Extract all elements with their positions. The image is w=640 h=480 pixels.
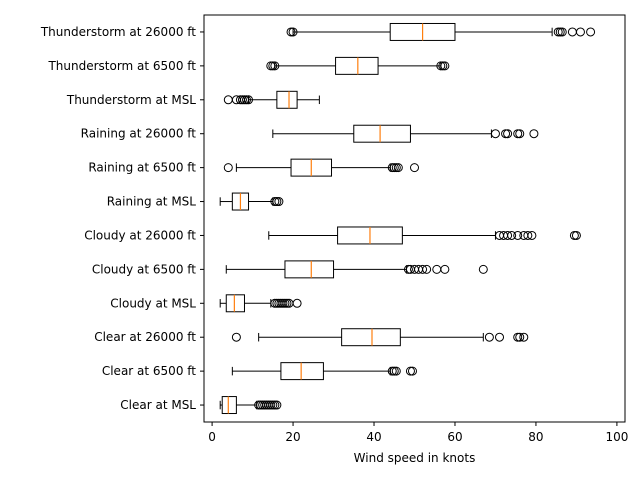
flier-point <box>440 61 450 71</box>
box <box>353 124 411 143</box>
flier-point <box>501 129 511 139</box>
flier-point <box>557 27 567 37</box>
box-group <box>272 124 539 143</box>
y-tick-label: Thunderstorm at 6500 ft <box>47 59 196 73</box>
y-tick-label: Clear at MSL <box>120 398 196 412</box>
x-tick-label: 0 <box>208 430 216 444</box>
y-tick-label: Thunderstorm at 26000 ft <box>40 25 196 39</box>
flier-point <box>432 264 442 274</box>
flier-point <box>519 332 529 342</box>
flier-point <box>575 27 585 37</box>
x-tick-label: 80 <box>528 430 543 444</box>
box <box>280 362 324 381</box>
flier-point <box>555 27 565 37</box>
flier-point <box>231 332 241 342</box>
x-tick-label: 40 <box>366 430 381 444</box>
y-tick-label: Raining at 6500 ft <box>88 161 196 175</box>
box-group <box>223 158 419 177</box>
flier-point <box>422 264 432 274</box>
flier-point <box>503 129 513 139</box>
flier-point <box>567 27 577 37</box>
x-axis-label: Wind speed in knots <box>354 451 476 465</box>
flier-point <box>244 95 254 105</box>
flier-point <box>569 230 579 240</box>
flier-point <box>223 95 233 105</box>
flier-point <box>529 129 539 139</box>
box-group <box>225 260 488 279</box>
box-group <box>268 226 581 245</box>
box-group <box>219 396 282 415</box>
flier-point <box>495 332 505 342</box>
box-group <box>219 294 302 313</box>
y-tick-label: Raining at MSL <box>107 195 197 209</box>
y-tick-label: Cloudy at MSL <box>110 296 196 310</box>
flier-point <box>270 61 280 71</box>
flier-point <box>288 27 298 37</box>
box-group <box>231 328 529 347</box>
box <box>284 260 335 279</box>
box <box>341 328 401 347</box>
y-axis: Thunderstorm at 26000 ft Thunderstorm at … <box>40 25 204 412</box>
y-tick-label: Clear at 6500 ft <box>102 364 196 378</box>
flier-point <box>490 129 500 139</box>
box <box>225 294 245 313</box>
flier-point <box>393 163 403 173</box>
y-tick-label: Raining at 26000 ft <box>81 127 197 141</box>
flier-point <box>410 163 419 173</box>
box-group <box>223 90 320 109</box>
flier-point <box>571 230 581 240</box>
flier-point <box>478 264 488 274</box>
y-tick-label: Clear at 26000 ft <box>94 330 196 344</box>
flier-point <box>513 129 523 139</box>
flier-point <box>586 27 596 37</box>
x-tick-label: 60 <box>447 430 462 444</box>
box-group <box>231 362 417 381</box>
flier-point <box>407 366 417 376</box>
flier-point <box>389 366 399 376</box>
flier-point <box>272 400 282 410</box>
flier-point <box>274 197 284 207</box>
plot-area <box>219 22 596 415</box>
flier-point <box>418 264 428 274</box>
flier-point <box>503 230 513 240</box>
flier-point <box>515 332 525 342</box>
box-group <box>219 192 284 211</box>
axes-frame <box>203 14 626 423</box>
x-tick-label: 100 <box>605 430 628 444</box>
box <box>276 90 298 109</box>
y-tick-label: Thunderstorm at MSL <box>66 93 196 107</box>
box <box>221 396 237 415</box>
flier-point <box>513 230 523 240</box>
y-tick-label: Cloudy at 6500 ft <box>92 262 196 276</box>
flier-point <box>440 264 450 274</box>
x-axis: 0 20 40 60 80 100 <box>208 422 628 444</box>
box-group <box>266 56 450 75</box>
y-tick-label: Cloudy at 26000 ft <box>84 228 196 242</box>
flier-point <box>292 298 302 308</box>
flier-point <box>507 230 517 240</box>
x-tick-label: 20 <box>285 430 300 444</box>
flier-point <box>523 230 533 240</box>
flier-point <box>391 366 401 376</box>
flier-point <box>515 129 525 139</box>
flier-point <box>527 230 537 240</box>
box <box>335 56 379 75</box>
flier-point <box>484 332 494 342</box>
flier-point <box>223 163 233 173</box>
flier-point <box>272 197 282 207</box>
box-group <box>286 22 596 41</box>
flier-point <box>405 366 415 376</box>
